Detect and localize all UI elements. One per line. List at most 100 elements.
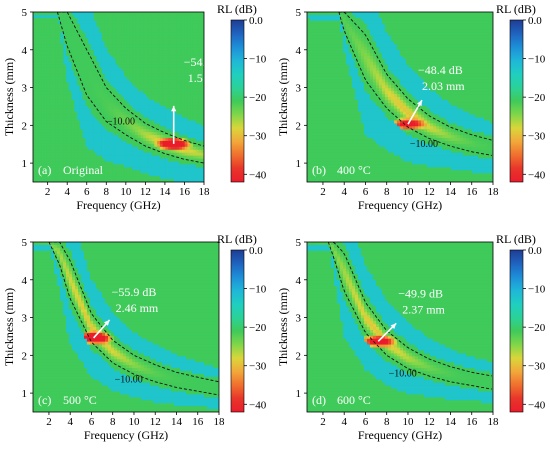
heatmap-field [33, 12, 204, 182]
colorbar-tick-label: −10 [528, 54, 546, 66]
colorbar-tick-label: −10 [249, 54, 267, 66]
x-tick-label: 4 [64, 186, 70, 198]
y-tick-label: 2 [22, 120, 28, 132]
panel-label: (c) [38, 393, 51, 407]
x-tick-label: 10 [120, 186, 132, 198]
x-tick-label: 18 [199, 186, 211, 198]
contour-lower [56, 12, 204, 164]
y-tick-label: 3 [296, 313, 302, 325]
contour-label: −10.00 [107, 117, 135, 128]
x-tick-label: 14 [445, 186, 457, 198]
x-tick-label: 12 [140, 186, 151, 198]
colorbar-tick-label: −10 [528, 284, 546, 296]
matching-thickness-label: 2.03 mm [422, 79, 465, 93]
x-tick-label: 12 [424, 416, 435, 428]
x-tick-label: 2 [46, 416, 52, 428]
contour-label: −10.00 [115, 375, 143, 386]
condition-label: Original [63, 163, 104, 177]
plot-frame [32, 11, 205, 183]
y-tick-label: 2 [296, 350, 302, 362]
rl-min-label: −49.9 dB [398, 286, 443, 300]
contour-upper [328, 242, 492, 377]
rl-panel-b: −10.00−48.4 dB2.03 mm(b) 400 °C2 4 6 8 10 12 14… [276, 2, 546, 212]
colorbar-tick-label: 0.0 [249, 15, 263, 27]
rl-panel-d: −10.00−49.9 dB2.37 mm(d) 600 °C2 4 6 8 10 12 14… [276, 232, 546, 442]
y-tick-label: 1 [296, 388, 302, 400]
y-axis-label: Thickness (mm) [276, 288, 290, 366]
x-tick-label: 6 [84, 186, 90, 198]
colorbar-tick-label: 0.0 [528, 15, 542, 27]
matching-thickness-label: 2.46 mm [116, 301, 159, 315]
x-tick-label: 2 [320, 186, 326, 198]
y-tick-label: 2 [22, 350, 28, 362]
panel-label: (b) [312, 163, 326, 177]
colorbar-tick-label: −20 [249, 92, 267, 104]
x-tick-label: 18 [214, 416, 226, 428]
y-tick-label: 3 [296, 83, 302, 95]
y-tick-label: 5 [296, 7, 302, 19]
colorbar-tick-label: −30 [249, 131, 267, 143]
y-tick-label: 4 [296, 275, 302, 287]
x-tick-label: 6 [89, 416, 95, 428]
contour-upper [57, 12, 204, 147]
x-tick-label: 6 [363, 186, 369, 198]
x-axis-label: Frequency (GHz) [358, 198, 442, 212]
x-axis-label: Frequency (GHz) [358, 428, 442, 442]
colorbar [230, 19, 245, 183]
plot-frame [306, 241, 494, 413]
colorbar-tick-label: −10 [249, 284, 267, 296]
x-tick-label: 4 [341, 416, 347, 428]
y-tick-label: 3 [22, 83, 28, 95]
x-tick-label: 16 [466, 416, 478, 428]
y-axis-label: Thickness (mm) [2, 58, 16, 136]
x-tick-label: 8 [384, 186, 390, 198]
condition-label: 400 °C [337, 163, 371, 177]
x-axis-label: Frequency (GHz) [84, 428, 168, 442]
y-tick-label: 4 [22, 275, 28, 287]
y-tick-label: 5 [22, 237, 28, 249]
colorbar-title: RL (dB) [217, 232, 257, 246]
y-tick-label: 5 [296, 237, 302, 249]
colorbar-tick-label: −40 [249, 169, 267, 181]
rl-panel-c: −10.00−55.9 dB2.46 mm(c) 500 °C2 4 6 8 10 12 14… [2, 232, 267, 442]
rl-min-label: −48.4 dB [418, 63, 463, 77]
heatmap-field [33, 242, 219, 412]
x-tick-label: 14 [159, 186, 171, 198]
y-tick-label: 5 [22, 7, 28, 19]
colorbar-title: RL (dB) [217, 2, 257, 16]
contour-upper [338, 12, 493, 141]
matching-thickness-label: 2.37 mm [402, 302, 445, 316]
x-tick-label: 10 [402, 416, 414, 428]
x-tick-label: 10 [128, 416, 140, 428]
annotation-arrowhead [171, 105, 177, 112]
plot-frame [306, 11, 494, 183]
x-tick-label: 14 [171, 416, 183, 428]
colorbar-tick-label: −20 [249, 322, 267, 334]
colorbar-tick-label: 0.0 [249, 245, 263, 257]
contour-lower [338, 12, 492, 156]
y-tick-label: 4 [296, 45, 302, 57]
x-tick-label: 16 [466, 186, 478, 198]
y-axis-label: Thickness (mm) [2, 288, 16, 366]
x-tick-label: 18 [488, 416, 500, 428]
x-tick-label: 6 [363, 416, 369, 428]
colorbar-tick-label: 0.0 [528, 245, 542, 257]
y-tick-label: 1 [296, 158, 302, 170]
matching-thickness-label: 1.51 mm [188, 71, 231, 85]
colorbar-tick-label: −20 [528, 92, 546, 104]
x-tick-label: 18 [488, 186, 500, 198]
x-tick-label: 14 [445, 416, 457, 428]
x-tick-label: 4 [341, 186, 347, 198]
y-tick-label: 1 [22, 158, 28, 170]
x-tick-label: 16 [179, 186, 191, 198]
annotation-arrowhead [104, 319, 110, 326]
x-tick-label: 10 [402, 186, 414, 198]
contour-upper [48, 242, 219, 383]
heatmap-field [307, 242, 493, 412]
colorbar-tick-label: −30 [528, 131, 546, 143]
colorbar-tick-label: −40 [249, 399, 267, 411]
colorbar-title: RL (dB) [496, 2, 536, 16]
y-tick-label: 1 [22, 388, 28, 400]
